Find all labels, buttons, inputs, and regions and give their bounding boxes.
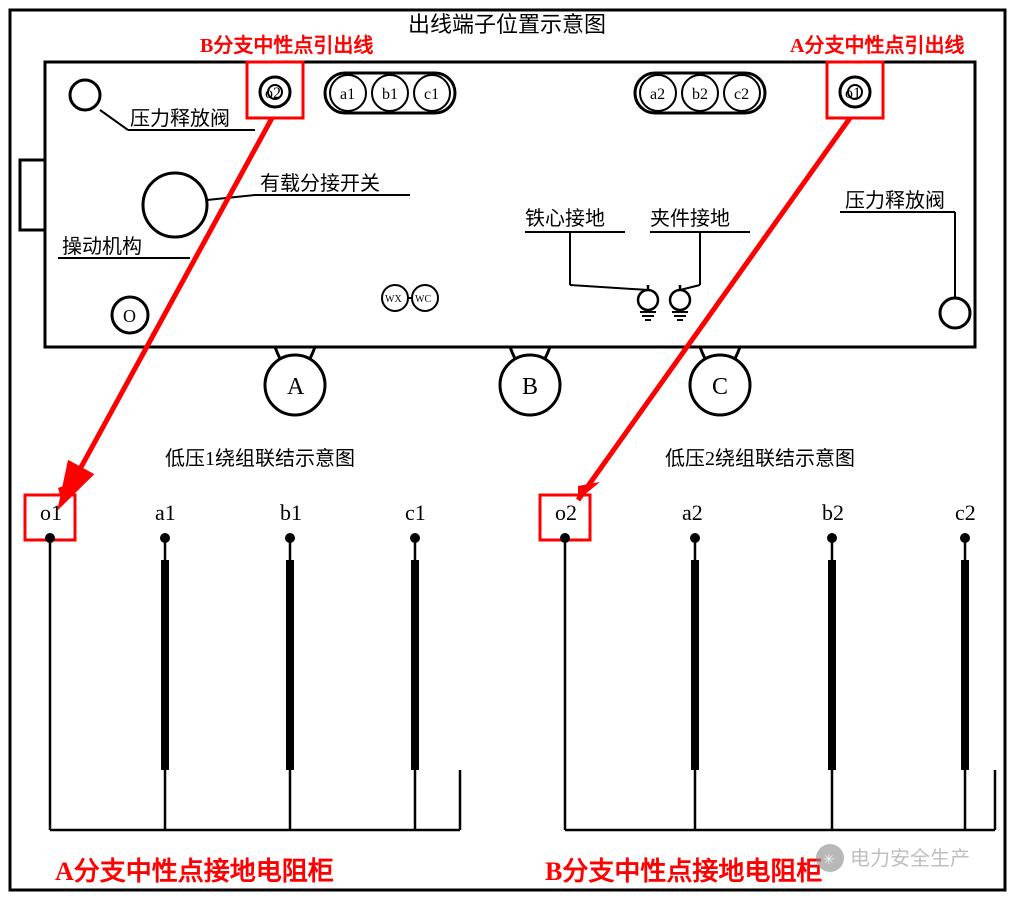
- svg-text:✳: ✳: [823, 853, 835, 868]
- a-branch-annot: A分支中性点引出线: [790, 33, 964, 57]
- lv2-b2: b2: [822, 500, 844, 525]
- operating-mech-label: 操动机构: [62, 235, 142, 258]
- lv1-c1: c1: [405, 500, 426, 525]
- c2-term: c2: [734, 86, 749, 103]
- b2-term: b2: [692, 86, 708, 103]
- clamp-gnd-label: 夹件接地: [650, 207, 730, 230]
- load-tap-label: 有载分接开关: [260, 172, 380, 195]
- wx-label: WX: [385, 294, 402, 305]
- main-title: 出线端子位置示意图: [408, 12, 606, 37]
- o2-label: o2: [265, 85, 281, 102]
- arrow-o2-to-o1: [62, 118, 272, 502]
- arrow-o1-to-o2: [578, 118, 850, 500]
- c1-term: c1: [424, 86, 439, 103]
- pressure-valve-left-label: 压力释放阀: [130, 107, 230, 130]
- b-branch-annot: B分支中性点引出线: [200, 33, 373, 57]
- circle-C-label: C: [712, 374, 728, 400]
- lv1-title: 低压1绕组联结示意图: [165, 447, 355, 470]
- pressure-valve-left-circle: [70, 80, 100, 110]
- top-box: [45, 62, 975, 347]
- left-tab: [20, 160, 45, 230]
- load-tap-circle: [143, 173, 207, 237]
- b-cabinet-label: B分支中性点接地电阻柜: [545, 856, 822, 886]
- pressure-valve-right-label: 压力释放阀: [845, 189, 945, 212]
- o1-label: o1: [845, 85, 861, 102]
- svg-text:O: O: [123, 306, 136, 326]
- circle-B-label: B: [522, 374, 538, 400]
- outer-border: [10, 10, 1005, 890]
- a1-term: a1: [340, 86, 355, 103]
- diagram-canvas: 出线端子位置示意图 B分支中性点引出线 A分支中性点引出线 压力释放阀 o2 a…: [0, 0, 1015, 901]
- lv2-c2: c2: [955, 500, 976, 525]
- circle-A-label: A: [287, 374, 305, 400]
- pressure-valve-right-circle: [940, 298, 970, 328]
- lv2-title: 低压2绕组联结示意图: [665, 447, 855, 470]
- watermark: 电力安全生产: [850, 847, 970, 870]
- lv1-a1: a1: [155, 500, 176, 525]
- a-cabinet-label: A分支中性点接地电阻柜: [55, 856, 334, 886]
- a2-term: a2: [650, 86, 665, 103]
- lv1-o1: o1: [40, 500, 62, 525]
- wc-label: WC: [415, 294, 431, 305]
- lv1-b1: b1: [280, 500, 302, 525]
- b1-term: b1: [382, 86, 398, 103]
- iron-core-gnd-label: 铁心接地: [525, 207, 605, 230]
- lv2-a2: a2: [682, 500, 703, 525]
- lv2-o2: o2: [555, 500, 577, 525]
